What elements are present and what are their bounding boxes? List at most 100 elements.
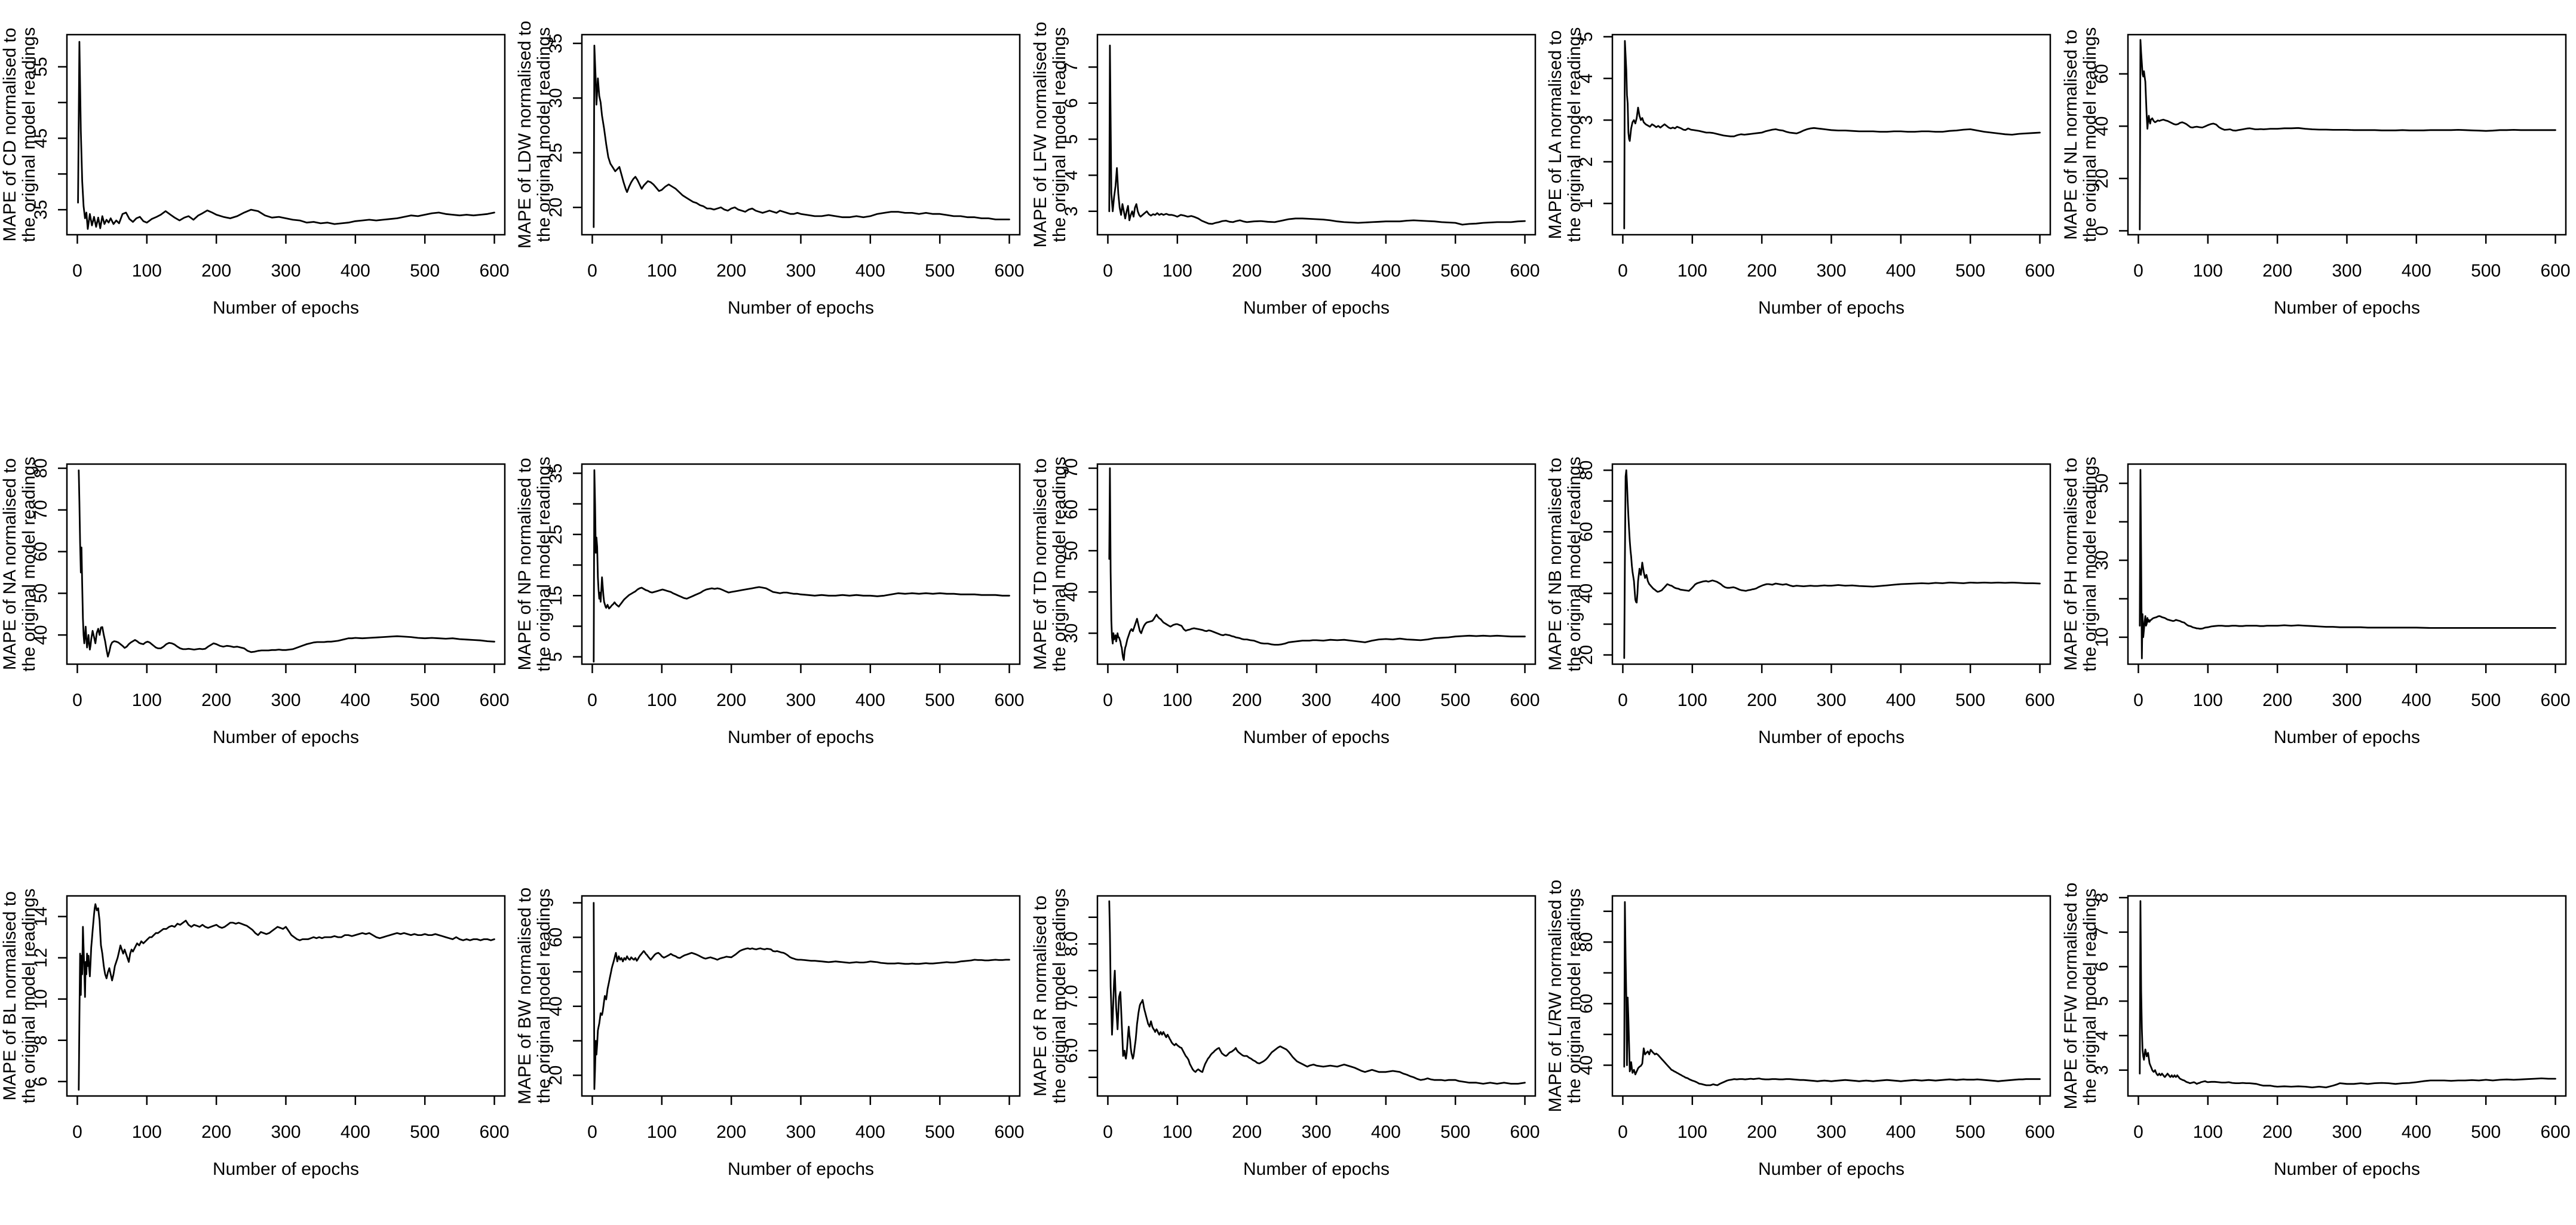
y-axis-title-line2: the original model readings bbox=[1050, 27, 1069, 242]
series-line bbox=[1623, 40, 2041, 229]
y-axis-title-line1: MAPE of LFW normalised to bbox=[1031, 22, 1050, 247]
series-line bbox=[77, 41, 495, 230]
x-tick-label: 400 bbox=[1886, 690, 1916, 710]
plot-box bbox=[581, 895, 1021, 1097]
x-tick-label: 500 bbox=[925, 1122, 955, 1142]
y-tick-label: 8.0 bbox=[1062, 932, 1081, 957]
chart-canvas: 0 100 200 300 400 500 600 40 60 80 Number of epoch… bbox=[1545, 880, 2055, 1179]
x-tick-label: 200 bbox=[1747, 261, 1777, 281]
chart-canvas: 0 100 200 300 400 500 600 3 4 5 6 7 Number of epochs… bbox=[1031, 22, 1540, 318]
x-tick-label: 500 bbox=[2471, 690, 2501, 710]
y-tick-label: 70 bbox=[1062, 458, 1081, 478]
subplot-ldw: 0 100 200 300 400 500 600 20 25 30 35 Number of epo… bbox=[515, 0, 1031, 394]
y-tick-label: 35 bbox=[546, 33, 566, 53]
y-axis-title-line2: the original model readings bbox=[2080, 27, 2100, 242]
x-tick-label: 0 bbox=[1103, 690, 1113, 710]
plot-box bbox=[2127, 33, 2566, 236]
x-tick-label: 500 bbox=[1955, 261, 1985, 281]
y-axis-title-line1: MAPE of LDW normalised to bbox=[515, 21, 535, 249]
x-tick-label: 400 bbox=[2401, 261, 2431, 281]
x-tick-label: 300 bbox=[1817, 261, 1847, 281]
series-line bbox=[2138, 39, 2556, 231]
y-tick-label: 5 bbox=[546, 652, 566, 662]
y-tick-label: 30 bbox=[1062, 624, 1081, 643]
x-tick-label: 200 bbox=[717, 1122, 747, 1142]
y-tick-label: 3 bbox=[1577, 115, 1596, 125]
x-tick-label: 400 bbox=[2401, 690, 2431, 710]
x-tick-label: 0 bbox=[587, 261, 597, 281]
x-tick-label: 0 bbox=[1618, 261, 1628, 281]
x-tick-label: 0 bbox=[587, 1122, 597, 1142]
y-tick-label: 20 bbox=[546, 198, 566, 217]
x-tick-label: 100 bbox=[132, 1122, 162, 1142]
plot-box bbox=[1611, 895, 2051, 1097]
x-tick-label: 300 bbox=[786, 1122, 816, 1142]
subplot-ffw: 0 100 200 300 400 500 600 3 4 5 6 7 8 Number of epoch… bbox=[2061, 824, 2576, 1225]
subplot-l-rw: 0 100 200 300 400 500 600 40 60 80 Number of epoch… bbox=[1545, 824, 2061, 1225]
x-tick-label: 200 bbox=[201, 261, 231, 281]
y-tick-label: 6 bbox=[1062, 98, 1081, 108]
x-tick-label: 0 bbox=[1103, 1122, 1113, 1142]
plot-box bbox=[1611, 463, 2051, 665]
y-tick-label: 5 bbox=[1577, 32, 1596, 42]
y-tick-label: 12 bbox=[31, 948, 51, 968]
x-tick-label: 400 bbox=[1371, 1122, 1401, 1142]
y-tick-label: 15 bbox=[546, 586, 566, 606]
x-tick-label: 300 bbox=[1817, 690, 1847, 710]
y-tick-label: 20 bbox=[1577, 645, 1596, 665]
x-axis-title: Number of epochs bbox=[213, 1159, 359, 1179]
plot-box bbox=[1611, 33, 2051, 236]
x-tick-label: 300 bbox=[2332, 261, 2362, 281]
plot-box bbox=[1096, 463, 1537, 665]
chart-canvas: 0 100 200 300 400 500 600 20 25 30 35 Number of epo… bbox=[515, 21, 1025, 318]
series-line bbox=[593, 44, 1011, 228]
y-axis-title-line1: MAPE of NB normalised to bbox=[1545, 458, 1565, 671]
y-axis-title-line2: the original model readings bbox=[1565, 888, 1584, 1103]
x-tick-label: 200 bbox=[201, 1122, 231, 1142]
y-tick-label: 7.0 bbox=[1062, 985, 1081, 1010]
y-tick-label: 80 bbox=[31, 458, 51, 478]
x-axis-title: Number of epochs bbox=[728, 1159, 874, 1179]
series-line bbox=[78, 469, 495, 658]
x-tick-label: 500 bbox=[410, 261, 440, 281]
x-tick-label: 200 bbox=[1232, 690, 1262, 710]
plot-box bbox=[2127, 463, 2566, 665]
y-tick-label: 25 bbox=[546, 524, 566, 544]
subplot-bl: 0 100 200 300 400 500 600 6 8 10 12 14 Number of epo… bbox=[0, 824, 516, 1225]
y-tick-label: 60 bbox=[1577, 994, 1596, 1014]
subplot-ph: 0 100 200 300 400 500 600 10 30 50 Number of epoch… bbox=[2061, 392, 2576, 823]
x-tick-label: 100 bbox=[2192, 261, 2222, 281]
subplot-np: 0 100 200 300 400 500 600 5 15 25 35 Number of epoc… bbox=[515, 392, 1031, 823]
y-axis-title-line2: the original model readings bbox=[1050, 456, 1069, 671]
plot-box bbox=[66, 895, 506, 1097]
x-axis-title: Number of epochs bbox=[1243, 727, 1390, 747]
y-tick-label: 60 bbox=[2092, 64, 2112, 84]
x-tick-label: 600 bbox=[480, 1122, 510, 1142]
y-axis-title-line2: the original model readings bbox=[19, 456, 39, 671]
chart-canvas: 0 100 200 300 400 500 600 5 15 25 35 Number of epoc… bbox=[515, 456, 1025, 747]
series-line bbox=[593, 469, 1011, 663]
y-tick-label: 40 bbox=[2092, 116, 2112, 136]
y-axis-title-line1: MAPE of BL normalised to bbox=[0, 891, 20, 1101]
x-tick-label: 200 bbox=[2262, 690, 2292, 710]
x-tick-label: 400 bbox=[1886, 1122, 1916, 1142]
chart-canvas: 0 100 200 300 400 500 600 6 8 10 12 14 Number of epo… bbox=[0, 888, 510, 1179]
y-axis-title-line1: MAPE of FFW normalised to bbox=[2061, 883, 2081, 1110]
x-tick-label: 300 bbox=[271, 261, 300, 281]
chart-canvas: 0 100 200 300 400 500 600 30 40 50 60 70 Number of e… bbox=[1031, 456, 1540, 747]
y-axis-title-line2: the original model readings bbox=[534, 27, 554, 242]
x-tick-label: 600 bbox=[2540, 261, 2570, 281]
x-tick-label: 100 bbox=[1678, 1122, 1707, 1142]
series-line bbox=[2138, 900, 2556, 1088]
x-tick-label: 300 bbox=[1301, 690, 1331, 710]
y-tick-label: 8 bbox=[2092, 893, 2112, 903]
x-tick-label: 0 bbox=[72, 690, 82, 710]
x-tick-label: 100 bbox=[1678, 690, 1707, 710]
y-tick-label: 20 bbox=[2092, 168, 2112, 188]
y-axis-title-line1: MAPE of CD normalised to bbox=[0, 27, 20, 241]
x-tick-label: 300 bbox=[271, 690, 300, 710]
x-axis-title: Number of epochs bbox=[2274, 1159, 2420, 1179]
x-tick-label: 500 bbox=[410, 1122, 440, 1142]
y-tick-label: 2 bbox=[1577, 157, 1596, 167]
y-tick-label: 10 bbox=[2092, 627, 2112, 647]
